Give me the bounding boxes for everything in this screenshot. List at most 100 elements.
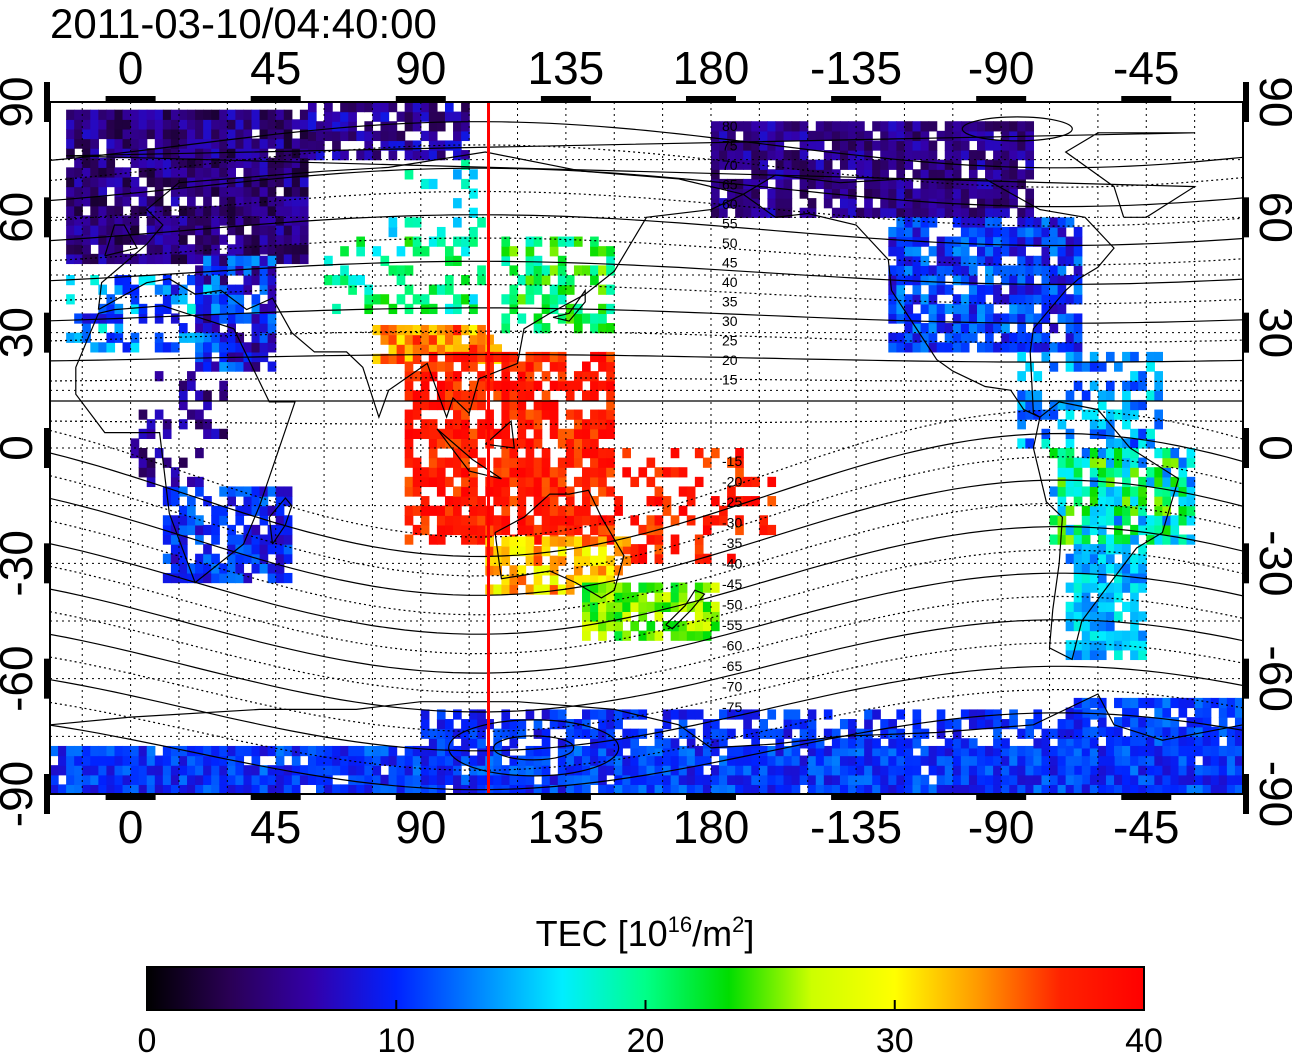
tec-cell [170, 755, 180, 766]
tec-cell [912, 738, 922, 749]
tec-cell [525, 380, 535, 391]
tec-cell [412, 102, 422, 113]
tec-cell [1114, 630, 1123, 641]
tec-cell [420, 428, 430, 439]
tec-cell [90, 774, 99, 785]
tec-cell [283, 176, 293, 188]
tec-cell [74, 176, 83, 188]
tec-cell [1017, 255, 1026, 266]
tec-cell [66, 119, 75, 130]
tec-cell [823, 169, 833, 180]
tec-cell [106, 215, 116, 226]
tec-cell [1178, 765, 1188, 776]
tec-cell [678, 582, 688, 593]
tec-cell [606, 409, 615, 420]
tec-cell [259, 496, 269, 507]
tec-cell [98, 342, 108, 353]
tec-cell [324, 745, 333, 757]
tec-cell [759, 121, 769, 132]
tec-cell [178, 215, 188, 226]
tec-cell [598, 728, 607, 739]
tec-cell [187, 215, 196, 226]
tec-cell [606, 574, 615, 586]
tec-cell [622, 601, 631, 612]
tec-cell [1130, 784, 1139, 794]
tec-cell [380, 255, 390, 266]
tec-cell [928, 159, 938, 170]
tec-cell [573, 313, 583, 324]
tec-cell [1033, 738, 1043, 749]
longitude-tick-label: -45 [1113, 801, 1179, 853]
tec-cell [227, 553, 236, 564]
tec-cell [195, 553, 204, 564]
tec-cell [178, 544, 188, 555]
tec-cell [420, 102, 430, 113]
tec-cell [1057, 738, 1067, 749]
tec-cell [412, 505, 422, 516]
tec-cell [436, 226, 446, 238]
tec-cell [573, 371, 583, 382]
tec-cell [783, 188, 793, 199]
magnetic-contour [50, 237, 1243, 266]
tec-cell [751, 765, 760, 776]
tec-cell [299, 234, 309, 245]
tec-cell [211, 284, 220, 295]
tec-cell [872, 159, 881, 170]
tec-cell [1170, 534, 1180, 545]
tec-cell [509, 457, 519, 468]
tec-cell [662, 709, 672, 720]
tec-cell [541, 515, 551, 526]
tec-cell [90, 275, 99, 286]
tec-cell [719, 207, 728, 218]
tec-cell [106, 332, 116, 343]
tec-cell [606, 621, 615, 632]
tec-cell [1234, 745, 1243, 757]
tec-cell [557, 275, 567, 286]
tec-cell [243, 119, 253, 130]
tec-data-layer [50, 102, 1243, 794]
tec-cell [1057, 419, 1067, 430]
tec-cell [606, 265, 615, 276]
tec-cell [251, 294, 261, 305]
tec-cell [1130, 409, 1139, 420]
tec-cell [267, 765, 277, 776]
tec-cell [896, 207, 906, 218]
tec-cell [952, 130, 962, 142]
tec-cell [1065, 409, 1075, 420]
tec-cell [565, 515, 575, 526]
tec-cell [590, 448, 599, 459]
tec-cell [783, 728, 793, 739]
tec-cell [428, 344, 438, 355]
tec-cell [203, 428, 212, 439]
tec-cell [1154, 371, 1163, 382]
tec-cell [138, 765, 148, 776]
tec-cell [453, 111, 462, 122]
tec-cell [541, 496, 551, 507]
tec-cell [444, 380, 454, 391]
tec-cell [952, 765, 962, 776]
tec-cell [1130, 399, 1139, 411]
tec-cell [912, 130, 922, 142]
tec-cell [259, 544, 269, 555]
tec-cell [678, 592, 688, 603]
tec-cell [1025, 399, 1035, 411]
tec-cell [1009, 226, 1018, 238]
tec-cell [598, 409, 607, 420]
tec-cell [227, 186, 236, 197]
tec-cell [195, 167, 204, 178]
tec-cell [130, 148, 140, 159]
tec-cell [904, 207, 914, 218]
tec-cell [332, 140, 341, 151]
tec-cell [259, 313, 269, 324]
tec-cell [928, 140, 938, 151]
tec-cell [235, 196, 245, 207]
coastline [75, 305, 296, 584]
tec-cell [1105, 534, 1115, 545]
tec-cell [122, 215, 132, 226]
tec-cell [751, 745, 760, 757]
tec-cell [606, 524, 615, 536]
tec-cell [187, 524, 196, 536]
tec-cell [662, 765, 672, 776]
tec-cell [251, 563, 261, 574]
tec-cell [565, 584, 575, 595]
